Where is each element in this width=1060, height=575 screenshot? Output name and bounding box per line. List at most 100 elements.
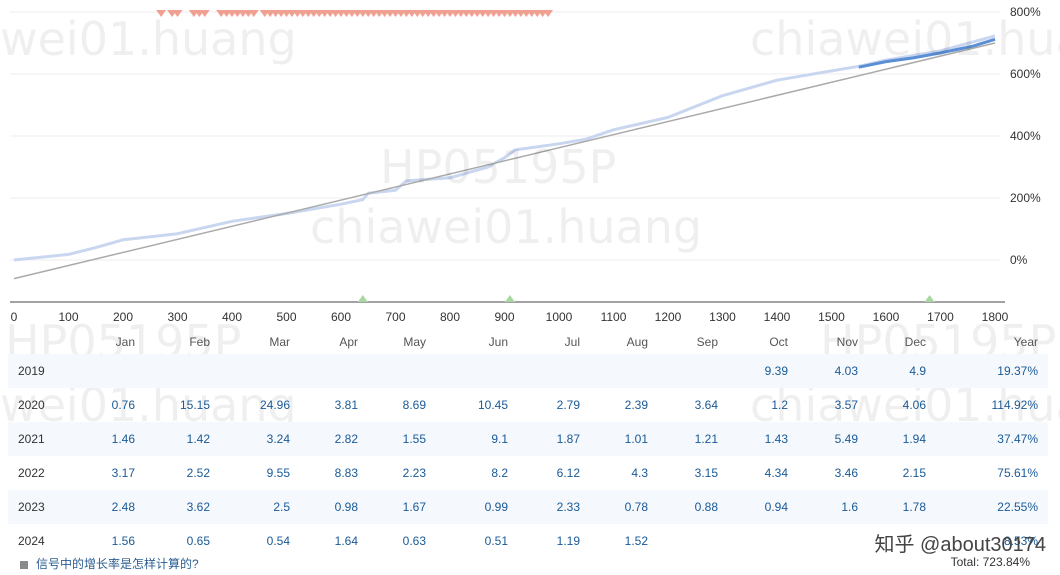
month-value-cell: 1.64: [334, 534, 358, 548]
month-value-cell: 3.15: [694, 466, 718, 480]
month-value-cell: 4.34: [764, 466, 788, 480]
table-row: 2022 3.17 2.52 9.55 8.83 2.23 8.2 6.12 4.3 3.15 4.…: [8, 456, 1048, 490]
month-value-cell: [658, 354, 728, 388]
help-icon: [20, 560, 28, 569]
month-value-cell: 1.43: [728, 422, 798, 456]
month-value-cell: 1.19: [556, 534, 580, 548]
trade-marker-top: [543, 10, 554, 17]
month-value-cell: 2.52: [186, 466, 210, 480]
month-value-cell: [728, 524, 798, 558]
month-value-cell: 1.87: [518, 422, 590, 456]
trade-marker-top: [172, 10, 183, 17]
month-value-cell: 1.52: [624, 534, 648, 548]
x-tick-label: 700: [385, 310, 405, 324]
month-value-cell: [300, 354, 368, 388]
month-value-cell: 9.39: [728, 354, 798, 388]
trade-marker-top: [248, 10, 259, 17]
monthly-growth-table: Jan Feb Mar Apr May Jun Jul Aug Sep Oct Nov Dec Year…: [8, 330, 1048, 558]
x-tick-label: 300: [167, 310, 187, 324]
growth-help-link[interactable]: 信号中的增长率是怎样计算的?: [36, 557, 199, 571]
year-total-cell: 75.61%: [997, 466, 1038, 480]
year-total-cell: 22.55%: [936, 490, 1048, 524]
y-tick-label: 0%: [1010, 253, 1028, 267]
month-value-cell: 0.54: [266, 534, 290, 548]
x-tick-label: 0: [11, 310, 18, 324]
month-value-cell: 3.57: [834, 398, 858, 412]
y-tick-label: 400%: [1010, 129, 1041, 143]
recent-growth-line: [858, 37, 996, 69]
month-value-cell: 0.98: [300, 490, 368, 524]
month-value-cell: 0.88: [658, 490, 728, 524]
month-column-header: Jul: [564, 335, 580, 349]
month-value-cell: 15.15: [179, 398, 210, 412]
month-value-cell: 3.62: [145, 490, 220, 524]
x-tick-label: 1500: [818, 310, 845, 324]
month-value-cell: 0.65: [186, 534, 210, 548]
month-value-cell: 0.76: [111, 398, 135, 412]
table-row: 2024 1.56 0.65 0.54 1.64 0.63 0.51 1.19 1.52 8.53…: [8, 524, 1048, 558]
month-value-cell: 8.2: [491, 466, 508, 480]
year-cell: 2024: [18, 534, 45, 548]
table-row: 2021 1.46 1.42 3.24 2.82 1.55 9.1 1.87 1.01 1.21 1…: [8, 422, 1048, 456]
month-value-cell: 4.3: [631, 466, 648, 480]
x-tick-label: 1400: [764, 310, 791, 324]
month-value-cell: 2.33: [518, 490, 590, 524]
month-column-header: Aug: [626, 335, 648, 349]
month-column-header: Feb: [189, 335, 210, 349]
month-value-cell: 9.55: [266, 466, 290, 480]
month-value-cell: 2.5: [220, 490, 300, 524]
footer: 信号中的增长率是怎样计算的? Total: 723.84%: [20, 555, 1050, 572]
month-value-cell: 24.96: [259, 398, 290, 412]
year-cell: 2023: [8, 490, 70, 524]
trade-marker-bottom: [357, 295, 368, 302]
month-value-cell: 2.39: [624, 398, 648, 412]
month-value-cell: 2.23: [402, 466, 426, 480]
y-tick-label: 800%: [1010, 5, 1041, 19]
month-value-cell: [798, 524, 868, 558]
month-value-cell: 2.79: [556, 398, 580, 412]
year-cell: 2019: [8, 354, 70, 388]
month-value-cell: 1.46: [70, 422, 145, 456]
year-total-cell: 8.53%: [1003, 534, 1038, 548]
month-value-cell: 0.94: [728, 490, 798, 524]
x-tick-label: 1800: [982, 310, 1009, 324]
month-column-header: Nov: [836, 335, 858, 349]
month-column-header: Apr: [339, 335, 358, 349]
month-value-cell: 10.45: [477, 398, 508, 412]
month-value-cell: 3.46: [834, 466, 858, 480]
month-value-cell: 3.17: [111, 466, 135, 480]
month-value-cell: 2.82: [300, 422, 368, 456]
x-tick-label: 100: [58, 310, 78, 324]
y-tick-label: 600%: [1010, 67, 1041, 81]
month-value-cell: [70, 354, 145, 388]
month-value-cell: 1.6: [798, 490, 868, 524]
month-value-cell: [145, 354, 220, 388]
month-value-cell: 1.2: [771, 398, 788, 412]
x-tick-label: 800: [440, 310, 460, 324]
month-value-cell: 2.15: [902, 466, 926, 480]
trade-marker-bottom: [924, 295, 935, 302]
x-tick-label: 1000: [546, 310, 573, 324]
month-value-cell: 1.55: [368, 422, 436, 456]
month-value-cell: 5.49: [798, 422, 868, 456]
y-tick-label: 200%: [1010, 191, 1041, 205]
month-value-cell: 0.63: [402, 534, 426, 548]
month-value-cell: 0.78: [590, 490, 658, 524]
year-cell: 2021: [8, 422, 70, 456]
month-value-cell: 1.94: [868, 422, 936, 456]
month-value-cell: [658, 524, 728, 558]
month-column-header: Sep: [696, 335, 718, 349]
month-column-header: Oct: [769, 335, 788, 349]
x-tick-label: 1200: [655, 310, 682, 324]
trade-marker-bottom: [504, 295, 515, 302]
year-column-header: [8, 330, 70, 354]
year-cell: 2020: [18, 398, 45, 412]
table-row: 2020 0.76 15.15 24.96 3.81 8.69 10.45 2.79 2.39 3…: [8, 388, 1048, 422]
x-tick-label: 1300: [709, 310, 736, 324]
month-value-cell: 1.42: [145, 422, 220, 456]
table-row: 2023 2.48 3.62 2.5 0.98 1.67 0.99 2.33 0.78 0.88 0…: [8, 490, 1048, 524]
month-value-cell: 2.48: [70, 490, 145, 524]
month-value-cell: 3.64: [694, 398, 718, 412]
year-total-cell: 19.37%: [936, 354, 1048, 388]
month-column-header: Jun: [488, 335, 508, 349]
